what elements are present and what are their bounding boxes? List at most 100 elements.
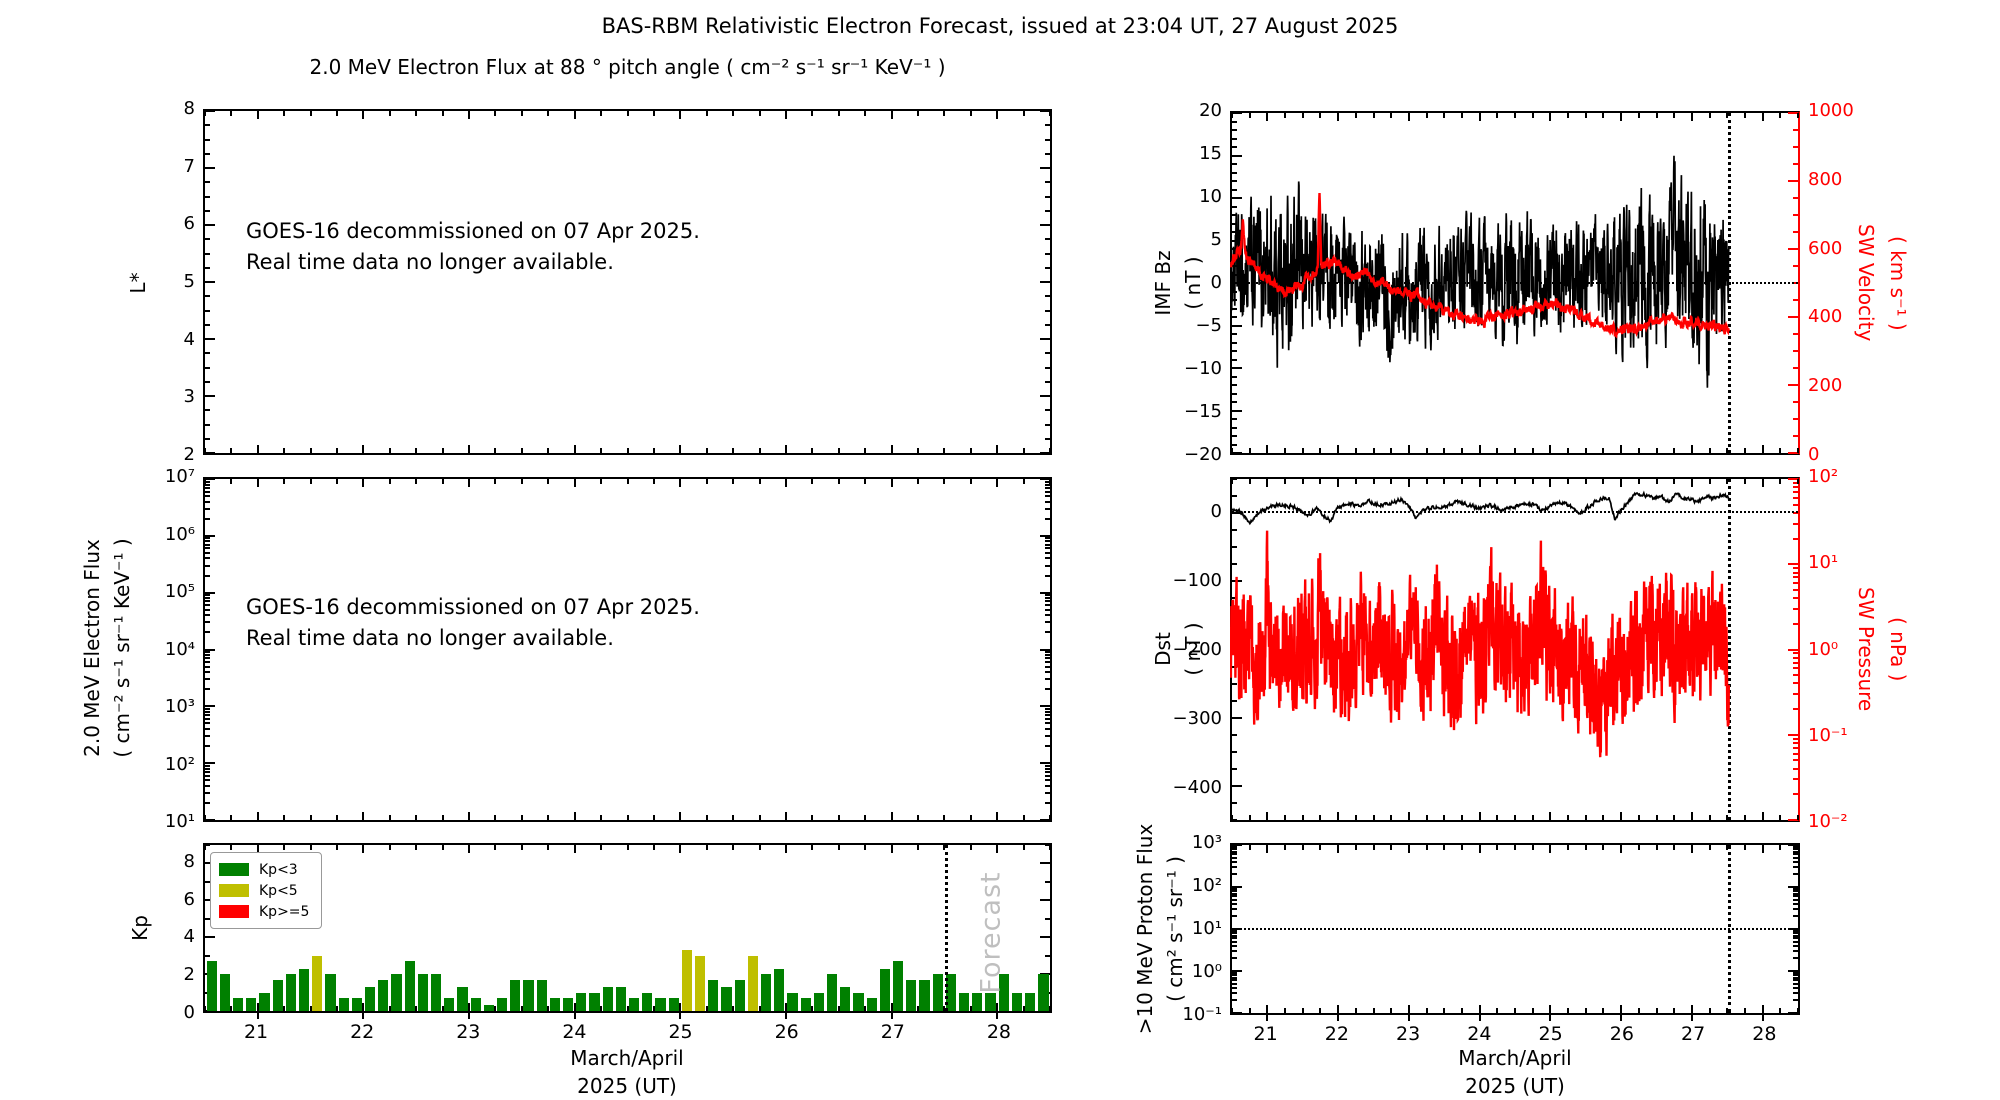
tick — [626, 479, 629, 484]
tick — [388, 111, 391, 116]
tick-label: 10² — [1191, 875, 1222, 896]
tick — [1531, 1008, 1534, 1013]
tick — [205, 844, 210, 846]
tick — [864, 845, 867, 850]
tick — [1266, 1013, 1269, 1021]
tick — [1049, 1006, 1051, 1011]
tick — [969, 479, 972, 484]
tick — [1045, 631, 1050, 634]
tick — [205, 671, 210, 674]
tick — [864, 448, 867, 453]
tick — [705, 479, 708, 484]
tick — [1372, 479, 1375, 484]
tick — [1232, 845, 1237, 848]
tick — [996, 1011, 999, 1019]
tick — [1793, 333, 1798, 335]
tick — [1567, 113, 1570, 118]
legend-item: Kp<3 — [219, 859, 309, 880]
tick — [205, 764, 210, 767]
sw-velocity-axis-label-line2: ( km s⁻¹ ) — [1886, 235, 1910, 331]
tick — [1743, 448, 1746, 453]
tick — [468, 479, 471, 487]
tick — [1232, 120, 1237, 123]
tick — [1673, 1008, 1676, 1013]
tick — [1708, 1008, 1711, 1013]
tick — [362, 1011, 365, 1019]
tick — [1460, 1008, 1463, 1013]
tick — [205, 631, 210, 634]
tick — [1793, 231, 1798, 233]
tick — [1478, 1005, 1481, 1013]
tick — [441, 479, 444, 484]
tick — [1793, 898, 1798, 901]
kp-bar — [312, 955, 323, 1011]
tick — [1232, 375, 1237, 378]
kp-bar — [747, 955, 759, 1011]
tick — [1045, 791, 1050, 794]
tick-label: 15 — [1199, 143, 1222, 164]
tick — [837, 448, 840, 453]
tick — [520, 111, 523, 116]
tick — [1531, 448, 1534, 453]
tick — [283, 448, 286, 453]
tick — [1045, 621, 1050, 624]
tick — [204, 448, 206, 453]
tick — [547, 1006, 550, 1011]
tick — [388, 1006, 391, 1011]
tick — [1045, 779, 1050, 782]
tick — [996, 845, 999, 853]
tick — [1602, 113, 1605, 118]
tick — [1793, 537, 1798, 540]
tick — [1232, 154, 1242, 157]
tick — [1690, 845, 1693, 853]
tick — [1045, 238, 1050, 241]
tick — [1761, 845, 1764, 853]
tick — [1232, 895, 1237, 898]
tick — [1337, 445, 1340, 453]
tick — [1620, 479, 1623, 487]
tick — [1460, 113, 1463, 118]
tick — [1232, 907, 1237, 910]
tick — [1045, 735, 1050, 738]
tick — [600, 815, 603, 820]
tick — [1232, 316, 1237, 318]
tick — [1354, 113, 1357, 118]
tick — [1793, 979, 1798, 982]
tick — [362, 479, 365, 487]
tick — [1232, 801, 1237, 804]
kp-bar — [496, 998, 508, 1011]
tick — [1637, 479, 1640, 484]
tick — [205, 195, 210, 198]
tick — [1266, 845, 1269, 853]
tick — [205, 707, 210, 710]
legend-label: Kp>=5 — [259, 903, 310, 920]
tick — [1788, 648, 1798, 651]
tick — [205, 517, 210, 520]
tick-label: 10³ — [164, 696, 195, 717]
tick — [205, 380, 210, 383]
tick — [1049, 845, 1051, 850]
tick-label: 10⁻¹ — [1182, 1004, 1222, 1025]
tick — [1045, 209, 1050, 212]
tick — [1793, 752, 1798, 755]
tick — [1022, 1006, 1025, 1011]
tick — [388, 815, 391, 820]
tick — [205, 648, 215, 651]
tick — [205, 717, 210, 720]
tick — [1045, 954, 1050, 957]
tick — [969, 815, 972, 820]
tick — [441, 1006, 444, 1011]
kp-bar — [932, 974, 943, 1011]
tick — [1232, 886, 1242, 888]
tick — [1478, 445, 1481, 453]
tick — [1793, 976, 1798, 979]
tick-label: 28 — [986, 1021, 1012, 1043]
tick — [1793, 944, 1798, 947]
tick — [1779, 113, 1782, 118]
tick-label: −200 — [1172, 638, 1222, 660]
tick — [205, 138, 210, 141]
tick — [1045, 917, 1050, 920]
tick — [1354, 815, 1357, 820]
tick — [1337, 113, 1340, 121]
tick — [652, 448, 655, 453]
